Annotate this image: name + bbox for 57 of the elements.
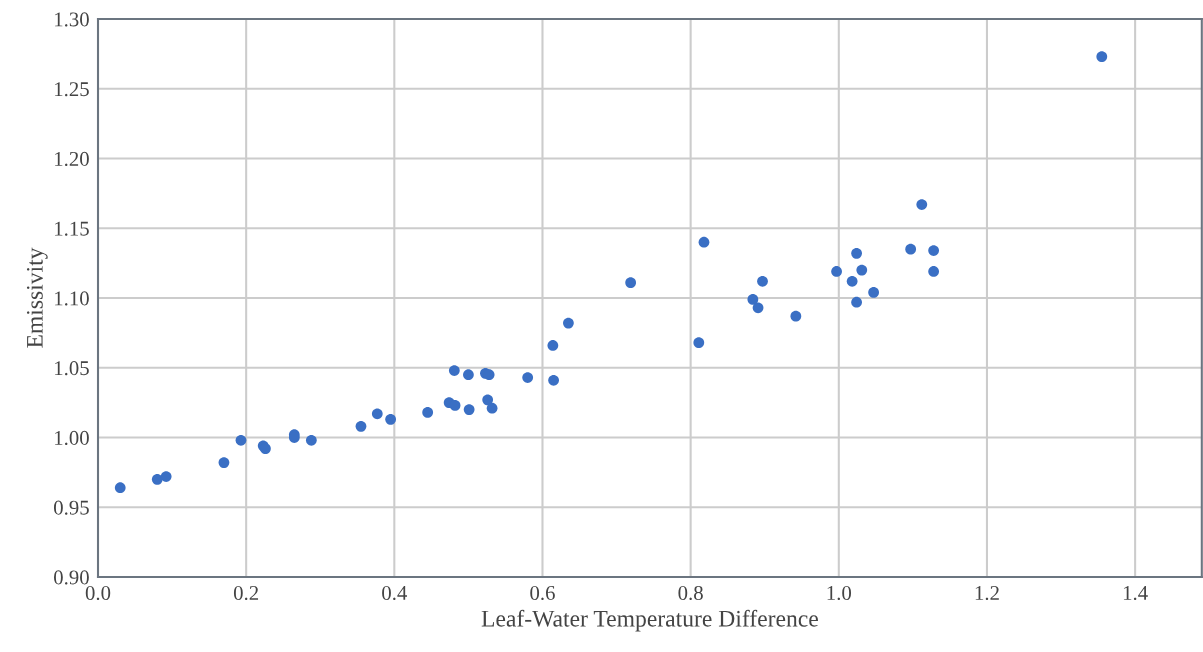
point [693,337,705,349]
point [448,365,460,376]
point [522,372,534,383]
point [235,434,247,446]
x-tick-label: 0.8 [678,585,703,601]
point [928,266,940,277]
y-tick-label: 0.95 [54,500,89,515]
point [846,275,858,287]
point [114,482,126,494]
y-tick-label: 1.25 [55,82,89,97]
x-tick-label: 1.4 [1123,586,1148,601]
point [355,420,367,432]
point [482,394,494,406]
x-tick-label: 0.0 [85,585,111,601]
point [905,243,917,255]
point [218,457,230,468]
point [548,374,559,386]
point [698,236,710,248]
point [625,277,637,289]
y-axis-title: Emissivity [26,247,48,348]
point [752,302,764,314]
x-tick-label: 1.2 [975,585,999,601]
point [851,296,862,308]
point [1096,51,1108,63]
point [757,275,768,287]
point [463,369,474,381]
point [916,199,928,210]
x-tick-label: 0.6 [530,585,555,601]
x-tick-label: 0.2 [233,585,259,601]
y-tick-label: 1.05 [55,361,89,376]
point [547,340,559,351]
point [449,400,461,411]
y-tick-label: 1.10 [55,291,89,306]
point [160,471,172,482]
point [790,310,802,322]
point [371,408,383,420]
point [856,264,868,276]
y-tick-label: 1.20 [55,151,89,167]
point [851,247,862,259]
y-tick-label: 1.15 [55,221,89,236]
point [151,473,163,485]
point [385,413,396,425]
point [422,407,434,418]
point [486,402,498,414]
point [563,317,574,329]
point [868,287,879,298]
x-tick-label: 0.4 [382,585,408,601]
y-tick-label: 1.30 [55,12,89,27]
y-tick-label: 1.00 [55,430,89,446]
point [831,266,842,277]
x-axis-title: Leaf-Water Temperature Difference [481,609,818,632]
point [305,434,317,446]
point [463,404,475,415]
point [747,294,759,305]
y-tick-label: 0.90 [54,570,89,585]
point [928,245,940,256]
x-tick-label: 1.0 [827,585,852,601]
